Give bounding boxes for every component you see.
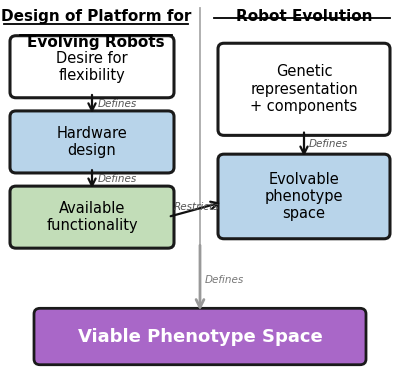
Text: Desire for
flexibility: Desire for flexibility [56, 50, 128, 83]
Text: Restricts: Restricts [174, 202, 220, 212]
Text: Design of Platform for: Design of Platform for [1, 9, 191, 24]
Text: Evolving Robots: Evolving Robots [27, 35, 165, 50]
Text: Robot Evolution: Robot Evolution [236, 9, 372, 24]
Text: Defines: Defines [98, 99, 137, 109]
Text: Genetic
representation
+ components: Genetic representation + components [250, 64, 358, 114]
FancyBboxPatch shape [218, 43, 390, 135]
FancyBboxPatch shape [218, 154, 390, 239]
Text: Available
functionality: Available functionality [46, 201, 138, 233]
Text: Viable Phenotype Space: Viable Phenotype Space [78, 327, 322, 346]
Text: Hardware
design: Hardware design [57, 126, 127, 158]
Text: Defines: Defines [98, 174, 137, 184]
FancyBboxPatch shape [10, 111, 174, 173]
Text: Evolvable
phenotype
space: Evolvable phenotype space [265, 171, 343, 221]
FancyBboxPatch shape [10, 36, 174, 98]
FancyBboxPatch shape [10, 186, 174, 248]
Text: Defines: Defines [205, 275, 244, 285]
Text: Defines: Defines [309, 139, 348, 149]
FancyBboxPatch shape [34, 308, 366, 365]
